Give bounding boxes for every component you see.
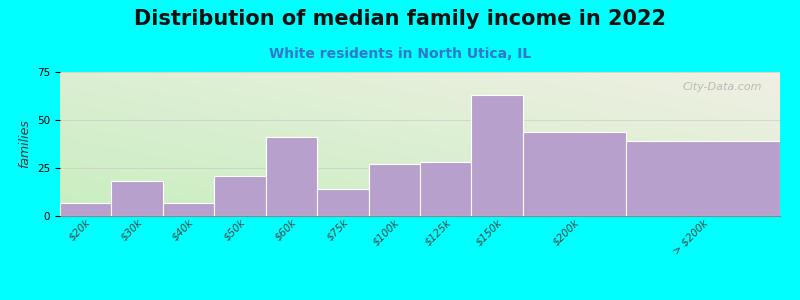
Bar <box>163 202 214 216</box>
Bar <box>626 141 780 216</box>
Bar <box>60 202 111 216</box>
Text: White residents in North Utica, IL: White residents in North Utica, IL <box>269 46 531 61</box>
Bar <box>317 189 369 216</box>
Bar <box>266 137 317 216</box>
Bar <box>369 164 420 216</box>
Bar <box>523 131 626 216</box>
Bar <box>471 95 523 216</box>
Bar <box>214 176 266 216</box>
Text: City-Data.com: City-Data.com <box>682 82 762 92</box>
Y-axis label: families: families <box>18 120 31 168</box>
Bar <box>111 182 163 216</box>
Bar <box>420 162 471 216</box>
Text: Distribution of median family income in 2022: Distribution of median family income in … <box>134 9 666 29</box>
